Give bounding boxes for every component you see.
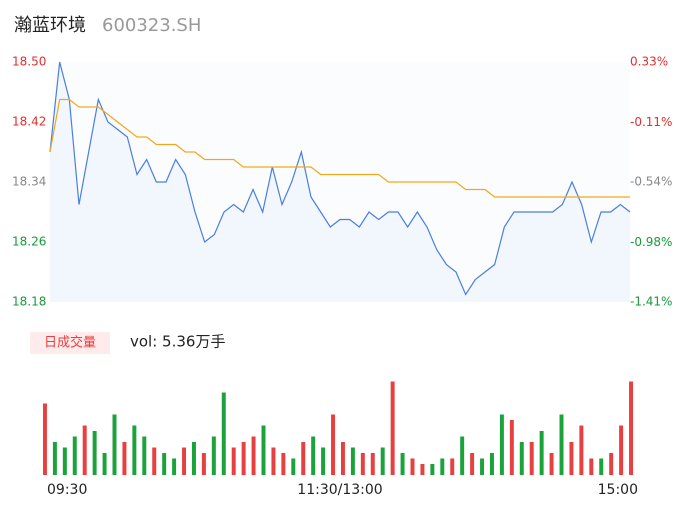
average-line bbox=[49, 98, 630, 198]
volume-bar bbox=[172, 458, 177, 475]
volume-bar bbox=[340, 442, 345, 475]
volume-bar bbox=[301, 442, 306, 475]
y-tick-label: 18.42 bbox=[12, 115, 46, 129]
y-tick-label: 18.18 bbox=[12, 295, 46, 309]
y-tick-label: 18.50 bbox=[12, 55, 46, 69]
volume-bar bbox=[62, 447, 67, 475]
volume-bar bbox=[410, 458, 415, 475]
volume-bar bbox=[102, 453, 107, 475]
volume-bar bbox=[52, 442, 57, 475]
volume-bar bbox=[420, 464, 425, 475]
volume-bar bbox=[559, 414, 564, 475]
volume-bar bbox=[211, 436, 216, 475]
volume-bar bbox=[182, 447, 187, 475]
price-line bbox=[49, 61, 631, 296]
volume-bar bbox=[72, 436, 77, 475]
volume-bar bbox=[579, 425, 584, 475]
volume-bar bbox=[152, 447, 157, 475]
volume-bar bbox=[489, 453, 494, 475]
volume-bar bbox=[92, 431, 97, 475]
price-area bbox=[50, 62, 630, 302]
volume-bar bbox=[231, 447, 236, 475]
volume-bar bbox=[529, 442, 534, 475]
volume-bar bbox=[599, 458, 604, 475]
volume-bar bbox=[201, 453, 206, 475]
volume-bar bbox=[271, 447, 276, 475]
volume-bar bbox=[162, 453, 167, 475]
volume-bar bbox=[549, 453, 554, 475]
volume-bar bbox=[321, 447, 326, 475]
stock-name: 瀚蓝环境 bbox=[14, 15, 86, 36]
x-tick-label: 09:30 bbox=[47, 482, 87, 498]
volume-bar bbox=[350, 447, 355, 475]
volume-bar bbox=[251, 436, 256, 475]
volume-bar bbox=[82, 425, 87, 475]
volume-bar bbox=[569, 442, 574, 475]
volume-bar bbox=[450, 458, 455, 475]
volume-bar bbox=[191, 442, 196, 475]
volume-bar bbox=[400, 453, 405, 475]
volume-total: vol: 5.36万手 bbox=[130, 333, 225, 351]
volume-bar bbox=[291, 458, 296, 475]
volume-bar bbox=[509, 420, 514, 475]
y2-tick-label: -0.54% bbox=[630, 175, 672, 189]
volume-bar bbox=[370, 453, 375, 475]
y2-tick-label: -1.41% bbox=[630, 295, 672, 309]
volume-bar bbox=[142, 436, 147, 475]
volume-bar bbox=[360, 453, 365, 475]
volume-bar bbox=[112, 414, 117, 475]
x-tick-label: 15:00 bbox=[598, 482, 638, 498]
volume-bar bbox=[480, 458, 485, 475]
volume-bar bbox=[470, 453, 475, 475]
y-tick-label: 18.26 bbox=[12, 235, 46, 249]
y2-tick-label: -0.98% bbox=[630, 235, 672, 249]
volume-bar bbox=[589, 458, 594, 475]
volume-bar bbox=[629, 381, 634, 475]
volume-bar bbox=[281, 453, 286, 475]
y-tick-label: 18.34 bbox=[12, 175, 46, 189]
volume-bar bbox=[460, 436, 465, 475]
stock-code: 600323.SH bbox=[102, 15, 201, 36]
volume-bar bbox=[499, 414, 504, 475]
volume-bar bbox=[440, 458, 445, 475]
volume-badge-label: 日成交量 bbox=[44, 335, 96, 351]
volume-bar bbox=[609, 453, 614, 475]
volume-bar bbox=[221, 392, 226, 475]
volume-bar bbox=[539, 431, 544, 475]
volume-bar bbox=[619, 425, 624, 475]
volume-bar bbox=[519, 442, 524, 475]
volume-bar bbox=[122, 442, 127, 475]
volume-badge bbox=[30, 332, 110, 354]
y2-tick-label: 0.33% bbox=[630, 55, 668, 69]
volume-bar bbox=[331, 414, 336, 475]
volume-bar bbox=[132, 425, 137, 475]
volume-bar bbox=[42, 403, 47, 475]
volume-bar bbox=[241, 442, 246, 475]
volume-bar bbox=[380, 447, 385, 475]
volume-bar bbox=[430, 464, 435, 475]
y2-tick-label: -0.11% bbox=[630, 115, 672, 129]
volume-bar bbox=[390, 381, 395, 475]
volume-bar bbox=[311, 436, 316, 475]
x-tick-label: 11:30/13:00 bbox=[297, 482, 382, 498]
volume-bar bbox=[261, 425, 266, 475]
